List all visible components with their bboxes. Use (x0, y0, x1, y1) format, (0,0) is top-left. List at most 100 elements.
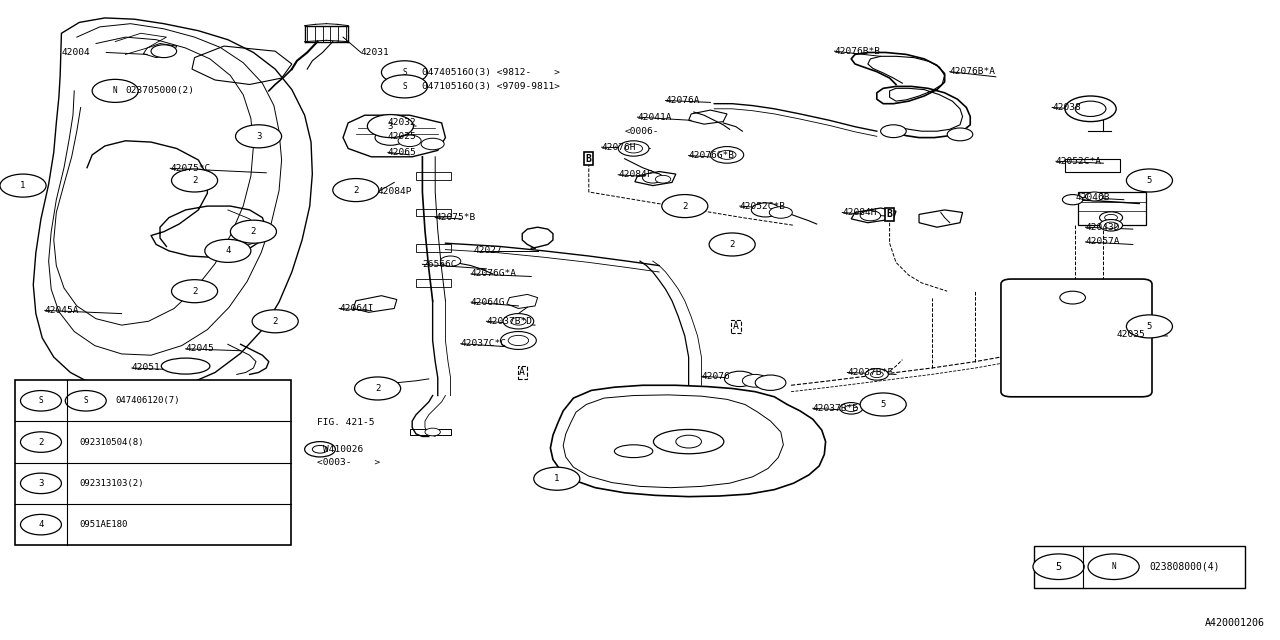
Circle shape (92, 79, 138, 102)
Text: 2: 2 (192, 176, 197, 185)
Circle shape (375, 130, 406, 145)
Bar (15, 380, 291, 545)
Text: 42076B*B: 42076B*B (835, 47, 881, 56)
Circle shape (503, 314, 534, 329)
Circle shape (312, 445, 328, 453)
Circle shape (1088, 554, 1139, 580)
Text: 0951AE180: 0951AE180 (79, 520, 128, 529)
Text: B: B (586, 154, 591, 164)
Text: 42045A: 42045A (45, 306, 79, 315)
Text: 42037B*E: 42037B*E (813, 404, 859, 413)
Text: S: S (402, 68, 407, 77)
Text: 42076B*A: 42076B*A (950, 67, 996, 76)
Text: S: S (402, 82, 407, 91)
Circle shape (869, 396, 902, 413)
Text: 42027: 42027 (474, 246, 502, 255)
Circle shape (676, 435, 701, 448)
Text: S: S (83, 396, 88, 405)
Circle shape (1085, 192, 1103, 201)
Circle shape (840, 403, 863, 414)
Text: 42035: 42035 (1116, 330, 1144, 339)
Text: 42076G*A: 42076G*A (471, 269, 517, 278)
Circle shape (362, 381, 385, 393)
Circle shape (172, 280, 218, 303)
Circle shape (440, 256, 461, 266)
Circle shape (860, 211, 881, 221)
Text: 42084P: 42084P (378, 188, 412, 196)
Circle shape (511, 317, 526, 325)
Text: 42038: 42038 (1052, 103, 1080, 112)
Circle shape (1126, 169, 1172, 192)
Circle shape (151, 45, 177, 58)
Text: 42084H: 42084H (842, 208, 877, 217)
Text: B: B (887, 209, 892, 220)
Text: 42076H: 42076H (602, 143, 636, 152)
Text: 2: 2 (353, 186, 358, 195)
Text: 5: 5 (1147, 176, 1152, 185)
Circle shape (709, 233, 755, 256)
Circle shape (1075, 101, 1106, 116)
Text: 42037B*D: 42037B*D (486, 317, 532, 326)
Text: 2: 2 (192, 287, 197, 296)
Text: 42031: 42031 (361, 48, 389, 57)
Circle shape (1105, 222, 1117, 228)
Text: A: A (733, 321, 739, 332)
Circle shape (20, 390, 61, 411)
Circle shape (0, 174, 46, 197)
Text: 04710516O(3) <9709-9811>: 04710516O(3) <9709-9811> (422, 82, 561, 91)
Text: 2: 2 (730, 240, 735, 249)
Text: 42065: 42065 (388, 148, 416, 157)
Text: N: N (113, 86, 118, 95)
Text: 3: 3 (256, 132, 261, 141)
Text: 092313103(2): 092313103(2) (79, 479, 143, 488)
Circle shape (870, 371, 883, 378)
Text: 42052C*B: 42052C*B (740, 202, 786, 211)
Text: 4: 4 (38, 520, 44, 529)
Circle shape (662, 195, 708, 218)
Text: 3: 3 (38, 479, 44, 488)
Text: 42004: 42004 (61, 48, 90, 57)
Circle shape (655, 175, 671, 183)
Circle shape (881, 125, 906, 138)
Text: 5: 5 (881, 400, 886, 409)
Circle shape (65, 390, 106, 411)
Ellipse shape (654, 429, 724, 454)
Text: 5: 5 (1147, 322, 1152, 331)
Circle shape (1135, 172, 1169, 189)
Circle shape (425, 428, 440, 436)
Circle shape (381, 61, 428, 84)
Circle shape (724, 371, 755, 387)
Circle shape (1105, 214, 1117, 221)
Text: 42076G*B: 42076G*B (689, 151, 735, 160)
Circle shape (751, 203, 780, 217)
Text: 42043D: 42043D (1085, 223, 1120, 232)
Text: 092310504(8): 092310504(8) (79, 438, 143, 447)
FancyBboxPatch shape (1001, 279, 1152, 397)
Circle shape (1062, 195, 1083, 205)
Circle shape (860, 393, 906, 416)
Text: 42064G: 42064G (471, 298, 506, 307)
Circle shape (1135, 318, 1169, 335)
Text: 3: 3 (388, 122, 393, 131)
Circle shape (500, 332, 536, 349)
Text: 2: 2 (273, 317, 278, 326)
Circle shape (333, 179, 379, 202)
Text: <0006-: <0006- (625, 127, 659, 136)
Circle shape (230, 220, 276, 243)
Circle shape (421, 138, 444, 150)
Text: 42037C*C: 42037C*C (461, 339, 507, 348)
Text: 26566C: 26566C (422, 260, 457, 269)
Circle shape (355, 377, 401, 400)
Circle shape (618, 141, 649, 156)
Circle shape (508, 335, 529, 346)
Circle shape (710, 147, 744, 163)
Circle shape (755, 375, 786, 390)
Text: 42025: 42025 (388, 132, 416, 141)
Text: 42075*B: 42075*B (435, 213, 475, 222)
Circle shape (742, 374, 768, 387)
Circle shape (10, 178, 41, 193)
Circle shape (1126, 315, 1172, 338)
Circle shape (1100, 212, 1123, 223)
Text: 04740516O(3) <9812-    >: 04740516O(3) <9812- > (422, 68, 561, 77)
Text: W410026: W410026 (323, 445, 362, 454)
